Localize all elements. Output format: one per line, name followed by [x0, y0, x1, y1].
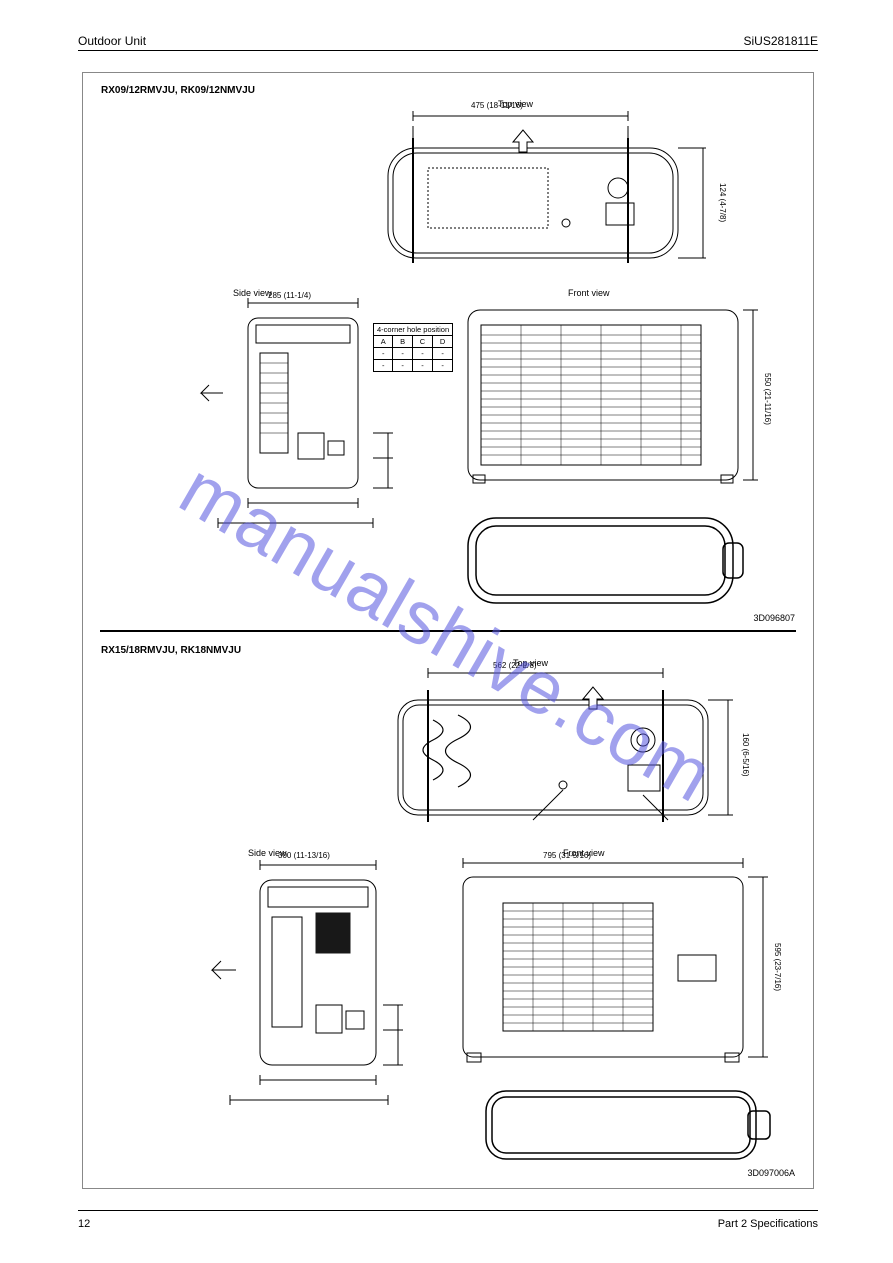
s2-front-view-drawing — [443, 855, 783, 1073]
s1-hole-table: 4-corner hole position ABCD ---- ---- — [373, 323, 453, 372]
section-divider — [100, 630, 796, 632]
s1-top-width: 475 (18-11/16) — [471, 101, 523, 110]
s2-side-depth: 300 (11-13/16) — [278, 851, 330, 860]
footer-rule — [78, 1210, 818, 1211]
s2-top-view-drawing — [373, 665, 758, 830]
header-left: Outdoor Unit — [78, 34, 146, 48]
s1-front-h: 550 (21-11/16) — [763, 373, 772, 425]
s1-bottom-profile — [458, 508, 753, 613]
s2-side-view-drawing — [188, 855, 423, 1125]
s1-top-view-drawing — [368, 108, 728, 266]
s2-bottom-profile — [478, 1083, 778, 1168]
s1-side-depth: 285 (11-1/4) — [268, 291, 311, 300]
s2-front-h: 595 (23-7/16) — [773, 943, 782, 991]
model-title-1: RX09/12RMVJU, RK09/12NMVJU — [101, 85, 255, 96]
s2-drawing-no: 3D097006A — [747, 1168, 795, 1178]
s1-side-label: Side view — [233, 288, 272, 298]
s1-front-view-drawing — [453, 295, 763, 495]
s1-top-rdim: 124 (4-7/8) — [718, 183, 727, 222]
s2-top-rdim: 160 (6-5/16) — [741, 733, 750, 777]
s2-top-width: 562 (22-1/8) — [493, 661, 537, 670]
model-title-2: RX15/18RMVJU, RK18NMVJU — [101, 645, 241, 656]
header-right: SiUS281811E — [744, 34, 819, 48]
footer-left: 12 — [78, 1218, 90, 1230]
s1-front-label: Front view — [568, 288, 610, 298]
s1-drawing-no: 3D096807 — [753, 613, 795, 623]
footer-right: Part 2 Specifications — [718, 1218, 818, 1230]
s2-front-width: 795 (31-5/16) — [543, 851, 591, 860]
header-rule — [78, 50, 818, 51]
